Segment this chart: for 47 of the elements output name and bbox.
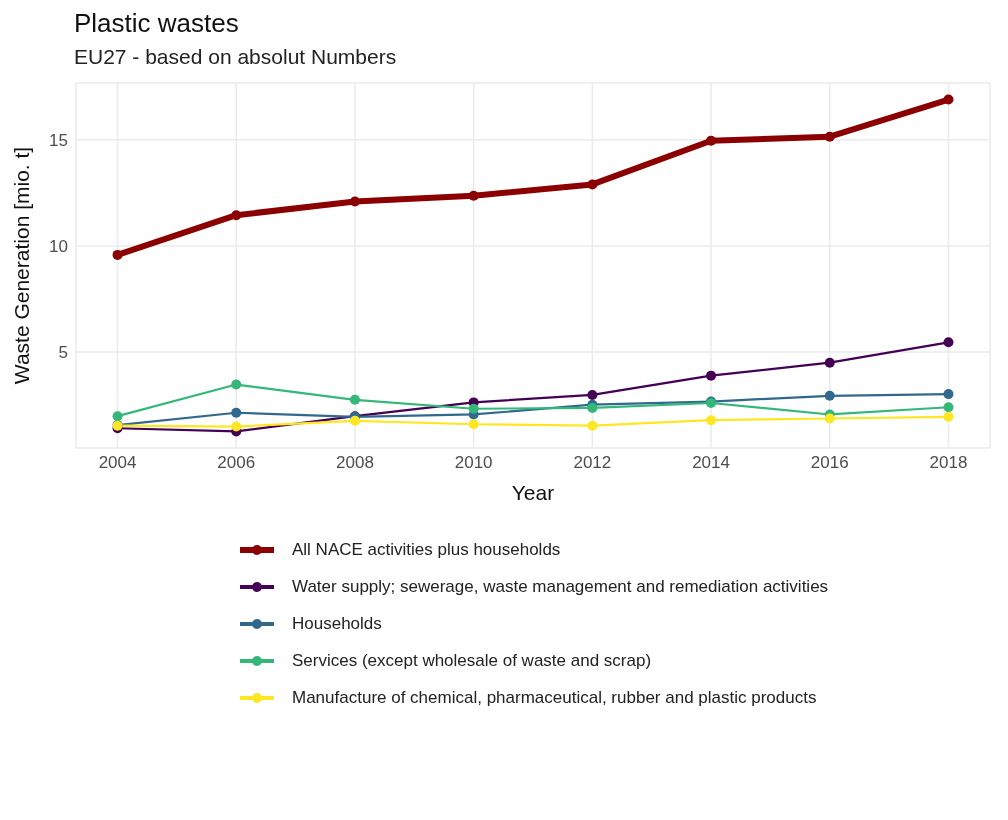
point	[824, 390, 835, 401]
point	[587, 420, 598, 431]
point	[349, 415, 360, 426]
x-tick-label: 2014	[692, 453, 730, 473]
point	[824, 357, 835, 368]
x-tick-label: 2018	[929, 453, 968, 473]
point	[231, 379, 242, 390]
point	[943, 389, 954, 400]
point	[587, 389, 598, 400]
point	[112, 249, 123, 260]
legend-label: Households	[292, 614, 382, 634]
point	[706, 370, 717, 381]
y-tick-label: 15	[49, 130, 68, 150]
point	[587, 179, 598, 190]
legend-label: Water supply; sewerage, waste management and remediation activities	[292, 577, 829, 597]
y-tick-label: 10	[49, 237, 68, 257]
y-axis-title: Waste Generation [mio. t]	[10, 146, 34, 385]
y-tick-label: 5	[58, 343, 68, 363]
x-axis-title: Year	[511, 481, 555, 504]
point	[468, 403, 479, 414]
point	[943, 94, 954, 105]
x-tick-label: 2016	[810, 453, 849, 473]
legend-label: All NACE activities plus households	[292, 540, 561, 560]
point	[824, 413, 835, 424]
chart-title: Plastic wastes	[74, 8, 240, 39]
point	[706, 135, 717, 146]
point	[943, 402, 954, 413]
x-tick-label: 2006	[217, 453, 256, 473]
point	[468, 190, 479, 201]
point	[943, 411, 954, 422]
x-tick-label: 2010	[454, 453, 493, 473]
point	[943, 337, 954, 348]
point	[349, 196, 360, 207]
point	[706, 415, 717, 426]
chart-subtitle: EU27 - based on absolut Numbers	[74, 45, 398, 69]
legend-label: Services (except wholesale of waste and scrap)	[292, 651, 652, 671]
legend-label: Manufacture of chemical, pharmaceutical, rubber and plastic products	[292, 688, 817, 708]
x-tick-label: 2004	[98, 453, 137, 473]
point	[231, 421, 242, 432]
point	[468, 419, 479, 430]
point	[349, 394, 360, 405]
point	[231, 210, 242, 221]
point	[824, 131, 835, 142]
point	[231, 407, 242, 418]
point	[112, 411, 123, 422]
x-tick-label: 2008	[336, 453, 374, 473]
x-tick-label: 2012	[573, 453, 612, 473]
